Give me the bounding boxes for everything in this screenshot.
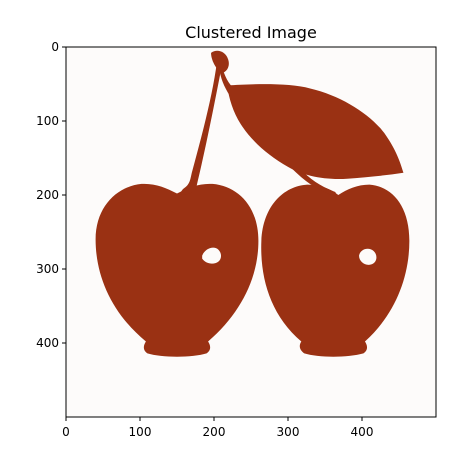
x-tick-label: 300 xyxy=(277,425,300,439)
left-cherry xyxy=(95,183,259,357)
y-tick-label: 100 xyxy=(36,114,59,128)
x-tick-label: 100 xyxy=(129,425,152,439)
y-axis: 0 100 200 300 400 xyxy=(36,40,66,350)
y-tick-label: 400 xyxy=(36,336,59,350)
axes-frame xyxy=(65,46,437,418)
x-axis: 0 100 200 300 400 xyxy=(62,417,373,439)
x-tick-label: 0 xyxy=(62,425,70,439)
stem-tip xyxy=(211,50,229,73)
left-cherry-highlight xyxy=(202,247,222,264)
right-cherry-highlight xyxy=(359,248,377,265)
clustered-image xyxy=(95,50,410,357)
y-tick-label: 300 xyxy=(36,262,59,276)
chart-title: Clustered Image xyxy=(185,23,317,42)
y-tick-label: 0 xyxy=(51,40,59,54)
x-tick-label: 200 xyxy=(203,425,226,439)
y-tick-label: 200 xyxy=(36,188,59,202)
left-stem xyxy=(178,60,223,195)
leaf xyxy=(227,84,404,180)
x-tick-label: 400 xyxy=(351,425,374,439)
right-cherry xyxy=(261,184,410,357)
